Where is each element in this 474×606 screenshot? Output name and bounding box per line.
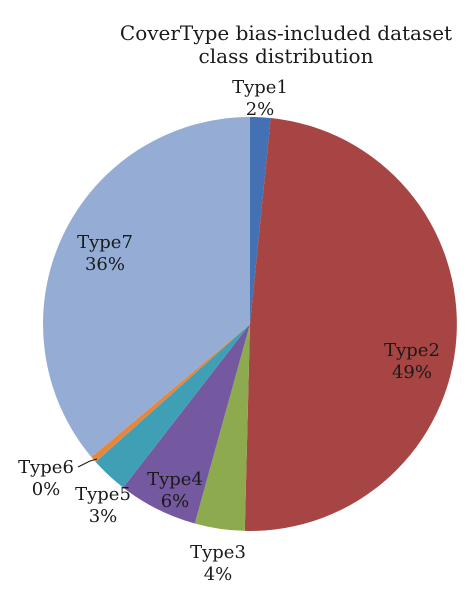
slice-value-type1: 2% — [246, 99, 275, 120]
pie-slice-type3 — [194, 324, 250, 531]
slice-label-type2: Type2 — [384, 340, 440, 361]
slice-label-type6: Type6 — [18, 457, 74, 478]
leader-line-type6 — [77, 458, 98, 468]
slice-value-type4: 6% — [161, 491, 190, 512]
chart-title-line-2: class distribution — [199, 44, 374, 68]
slice-value-type3: 4% — [204, 564, 233, 585]
slice-value-type2: 49% — [392, 362, 432, 383]
slice-label-type5: Type5 — [75, 484, 131, 505]
chart-title-line-1: CoverType bias-included dataset — [120, 21, 452, 45]
pie-slice-type4 — [123, 324, 250, 524]
slice-label-type3: Type3 — [190, 542, 246, 563]
slice-value-type6: 0% — [32, 479, 61, 500]
pie-slices — [43, 117, 457, 531]
pie-slice-type1 — [250, 117, 271, 324]
slice-label-type7: Type7 — [77, 232, 133, 253]
slice-label-type1: Type1 — [232, 77, 288, 98]
slice-value-type7: 36% — [85, 254, 125, 275]
slice-value-type5: 3% — [89, 506, 118, 527]
pie-slice-type5 — [95, 324, 250, 488]
pie-slice-type6 — [91, 324, 250, 462]
slice-label-type4: Type4 — [147, 469, 203, 490]
pie-slice-type7 — [43, 117, 251, 457]
pie-slice-type2 — [244, 118, 457, 531]
